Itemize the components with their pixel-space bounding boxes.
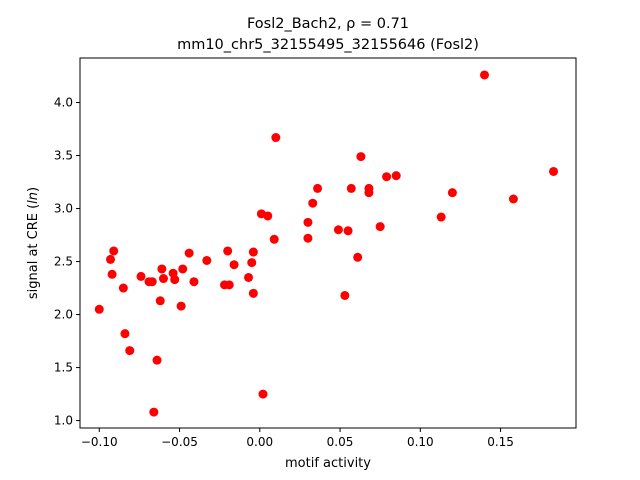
x-tick-label: 0.05 <box>327 435 354 449</box>
data-point <box>375 222 385 232</box>
data-point <box>244 272 254 282</box>
y-tick-label: 1.0 <box>54 414 73 428</box>
data-point <box>157 264 167 274</box>
data-point <box>308 198 318 208</box>
data-point <box>343 226 353 236</box>
data-point <box>247 258 257 268</box>
data-point <box>333 225 343 235</box>
data-point <box>223 246 233 256</box>
data-point <box>353 252 363 262</box>
data-point <box>94 304 104 314</box>
data-point <box>364 188 374 198</box>
data-point <box>303 217 313 227</box>
y-tick-label: 2.5 <box>54 255 73 269</box>
data-point <box>271 133 281 143</box>
x-tick-label: −0.10 <box>81 435 118 449</box>
data-point <box>313 183 323 193</box>
data-point <box>263 211 273 221</box>
data-point <box>178 264 188 274</box>
data-point <box>189 277 199 287</box>
x-axis-ticks: −0.10 −0.05 0.00 0.05 0.10 0.15 <box>81 428 514 449</box>
y-tick-label: 1.5 <box>54 361 73 375</box>
x-axis-label: motif activity <box>285 456 371 471</box>
data-point <box>269 234 279 244</box>
data-point <box>340 290 350 300</box>
data-point <box>391 171 401 181</box>
data-point <box>176 301 186 311</box>
data-points <box>94 70 559 417</box>
y-axis-label: signal at CRE (ln) <box>26 187 41 299</box>
data-point <box>170 275 180 285</box>
y-tick-label: 2.0 <box>54 308 73 322</box>
data-point <box>184 248 194 258</box>
data-point <box>105 254 115 264</box>
data-point <box>155 296 165 306</box>
data-point <box>125 346 135 356</box>
data-point <box>158 274 168 284</box>
data-point <box>447 188 457 198</box>
data-point <box>202 255 212 265</box>
data-point <box>382 172 392 182</box>
y-tick-label: 4.0 <box>54 96 73 110</box>
data-point <box>346 183 356 193</box>
data-point <box>258 389 268 399</box>
x-tick-label: 0.15 <box>487 435 514 449</box>
data-point <box>120 329 130 339</box>
data-point <box>118 283 128 293</box>
data-point <box>109 246 119 256</box>
x-tick-label: 0.10 <box>407 435 434 449</box>
data-point <box>107 269 117 279</box>
data-point <box>224 280 234 290</box>
data-point <box>508 194 518 204</box>
data-point <box>549 166 559 176</box>
data-point <box>147 277 157 287</box>
x-tick-label: −0.05 <box>161 435 198 449</box>
chart-title-line1: Fosl2_Bach2, ρ = 0.71 <box>247 16 409 32</box>
data-point <box>356 152 366 162</box>
data-point <box>248 288 258 298</box>
data-point <box>229 260 239 270</box>
chart-title-line2: mm10_chr5_32155495_32155646 (Fosl2) <box>177 37 479 53</box>
data-point <box>136 271 146 281</box>
data-point <box>436 212 446 222</box>
data-point <box>248 247 258 257</box>
data-point <box>149 407 159 417</box>
y-tick-label: 3.0 <box>54 202 73 216</box>
y-tick-label: 3.5 <box>54 149 73 163</box>
x-tick-label: 0.00 <box>246 435 273 449</box>
plot-area-frame <box>79 57 577 429</box>
data-point <box>480 70 490 80</box>
data-point <box>152 355 162 365</box>
y-axis-ticks: 1.0 1.5 2.0 2.5 3.0 3.5 4.0 <box>54 96 80 428</box>
data-point <box>303 233 313 243</box>
